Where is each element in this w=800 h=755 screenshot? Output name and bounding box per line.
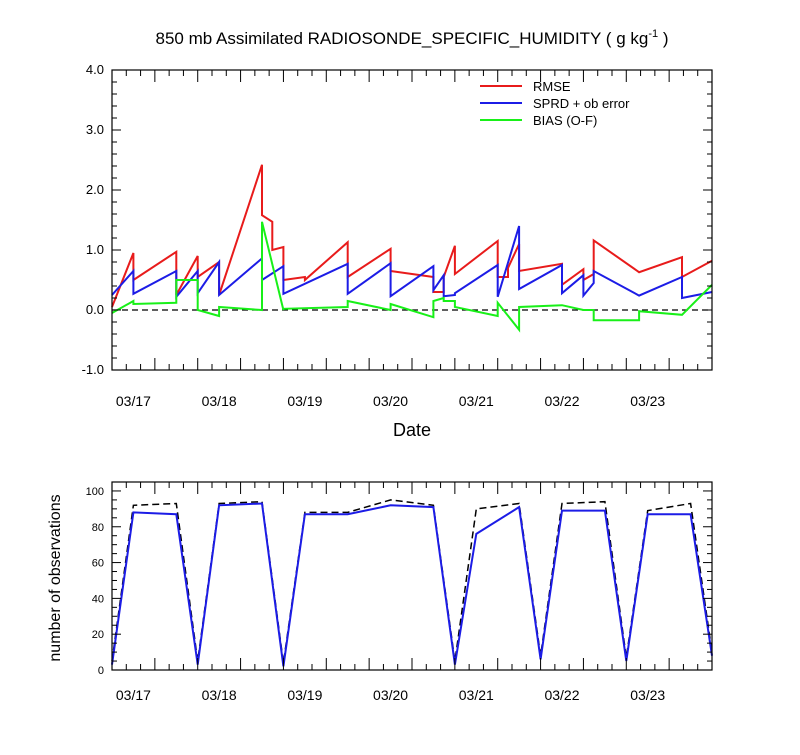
top-plot: -1.0 0.0 1.0 2.0 3.0 4.0 03/17 03/18 03/19 03/20 0… bbox=[82, 62, 713, 409]
x-tick-label: 03/19 bbox=[287, 393, 322, 409]
bottom-plot: 0 20 40 60 80 100 03/17 03/18 03/19 03/20 03/21 03/… bbox=[86, 481, 713, 703]
x-tick-label: 03/17 bbox=[116, 393, 151, 409]
y-tick-label: 2.0 bbox=[86, 182, 104, 197]
plot-frame bbox=[111, 69, 713, 371]
y-tick-label: 20 bbox=[92, 629, 104, 641]
x-tick-label: 03/18 bbox=[202, 393, 237, 409]
y-axis-label-bottom: number of observations bbox=[47, 494, 64, 661]
x-tick-label: 03/22 bbox=[544, 687, 579, 703]
y-tick-label: 0 bbox=[98, 665, 104, 677]
legend-entry: SPRD + ob error bbox=[533, 96, 630, 111]
x-axis-label: Date bbox=[393, 420, 431, 440]
x-tick-label: 03/19 bbox=[287, 687, 322, 703]
x-tick-label: 03/21 bbox=[459, 687, 494, 703]
x-tick-label: 03/18 bbox=[202, 687, 237, 703]
series-line-sprd-ob-error bbox=[111, 225, 713, 300]
x-tick-label: 03/20 bbox=[373, 687, 408, 703]
x-tick-label: 03/22 bbox=[544, 393, 579, 409]
y-tick-label: 60 bbox=[92, 558, 104, 570]
y-tick-label: 1.0 bbox=[86, 242, 104, 257]
y-tick-label: 0.0 bbox=[86, 302, 104, 317]
x-tick-label: 03/17 bbox=[116, 687, 151, 703]
legend-entry: RMSE bbox=[533, 79, 571, 94]
x-tick-label: 03/20 bbox=[373, 393, 408, 409]
series-line-observations-assimilated bbox=[111, 502, 713, 667]
plot-frame bbox=[111, 481, 713, 671]
y-tick-label: 3.0 bbox=[86, 122, 104, 137]
series-line-bias-o-f- bbox=[111, 221, 713, 333]
y-tick-label: 80 bbox=[92, 522, 104, 534]
legend-entry: BIAS (O-F) bbox=[533, 113, 597, 128]
x-tick-label: 03/23 bbox=[630, 687, 665, 703]
x-tick-label: 03/21 bbox=[459, 393, 494, 409]
y-tick-label: 100 bbox=[86, 486, 104, 498]
chart-title: 850 mb Assimilated RADIOSONDE_SPECIFIC_H… bbox=[156, 28, 669, 48]
y-tick-label: 40 bbox=[92, 593, 104, 605]
y-tick-label: -1.0 bbox=[82, 362, 104, 377]
x-tick-label: 03/23 bbox=[630, 393, 665, 409]
y-tick-label: 4.0 bbox=[86, 62, 104, 77]
